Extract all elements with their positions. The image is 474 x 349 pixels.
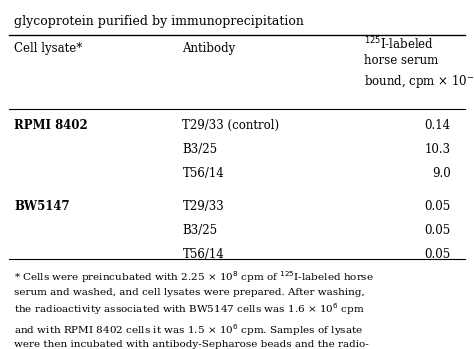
Text: T29/33 (control): T29/33 (control) [182,119,280,132]
Text: 9.0: 9.0 [432,168,451,180]
Text: B3/25: B3/25 [182,143,218,156]
Text: 0.05: 0.05 [425,224,451,237]
Text: $^{125}$I-labeled: $^{125}$I-labeled [365,36,434,52]
Text: 10.3: 10.3 [425,143,451,156]
Text: * Cells were preincubated with 2.25 × 10$^{8}$ cpm of $^{125}$I-labeled horse
se: * Cells were preincubated with 2.25 × 10… [14,269,374,349]
Text: bound, cpm × 10$^{-4}$: bound, cpm × 10$^{-4}$ [365,72,474,92]
Text: T56/14: T56/14 [182,248,224,261]
Text: 0.05: 0.05 [425,248,451,261]
Text: 0.05: 0.05 [425,200,451,213]
Text: B3/25: B3/25 [182,224,218,237]
Text: Cell lysate*: Cell lysate* [14,42,82,55]
Text: T56/14: T56/14 [182,168,224,180]
Text: 0.14: 0.14 [425,119,451,132]
Text: Antibody: Antibody [182,42,236,55]
Text: BW5147: BW5147 [14,200,70,213]
Text: RPMI 8402: RPMI 8402 [14,119,88,132]
Text: T29/33: T29/33 [182,200,224,213]
Text: horse serum: horse serum [365,54,438,67]
Text: glycoprotein purified by immunoprecipitation: glycoprotein purified by immunoprecipita… [14,15,304,28]
